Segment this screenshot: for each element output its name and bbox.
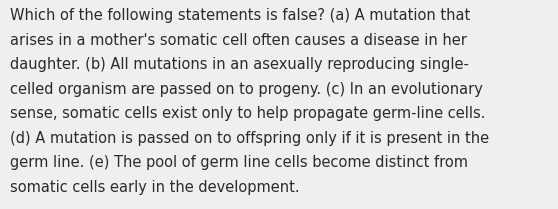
- Text: celled organism are passed on to progeny. (c) In an evolutionary: celled organism are passed on to progeny…: [10, 82, 483, 97]
- Text: somatic cells early in the development.: somatic cells early in the development.: [10, 180, 300, 195]
- Text: Which of the following statements is false? (a) A mutation that: Which of the following statements is fal…: [10, 8, 470, 23]
- Text: sense, somatic cells exist only to help propagate germ-line cells.: sense, somatic cells exist only to help …: [10, 106, 485, 121]
- Text: germ line. (e) The pool of germ line cells become distinct from: germ line. (e) The pool of germ line cel…: [10, 155, 468, 170]
- Text: (d) A mutation is passed on to offspring only if it is present in the: (d) A mutation is passed on to offspring…: [10, 131, 489, 146]
- Text: arises in a mother's somatic cell often causes a disease in her: arises in a mother's somatic cell often …: [10, 33, 467, 48]
- Text: daughter. (b) All mutations in an asexually reproducing single-: daughter. (b) All mutations in an asexua…: [10, 57, 469, 72]
